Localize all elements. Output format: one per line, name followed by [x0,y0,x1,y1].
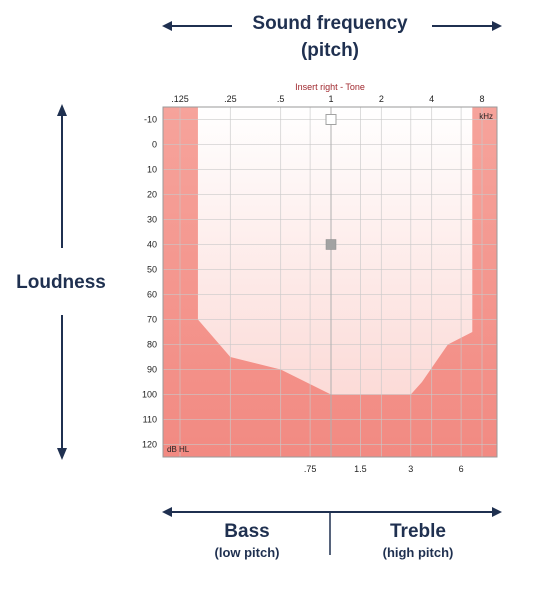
y-tick-label: 120 [142,440,157,450]
x-bottom-tick-label: 6 [459,464,464,474]
x-bottom-tick-label: .75 [304,464,317,474]
x-top-tick-label: 1 [328,94,333,104]
treble-sublabel: (high pitch) [382,545,454,560]
y-tick-label: 60 [147,290,157,300]
y-tick-label: 20 [147,190,157,200]
frequency-title: Sound frequency [252,13,408,34]
threshold-marker-hollow [325,114,337,125]
y-tick-label: 100 [142,390,157,400]
audiogram-chart: Insert right - Tone .125 .25 .5 1 2 4 8 .75 1.5 3… [142,82,498,474]
y-unit-label: dB HL [167,445,190,454]
bass-label: Bass [224,521,270,542]
y-tick-label: 90 [147,365,157,375]
x-bottom-tick-label: 3 [408,464,413,474]
y-tick-label: 110 [143,415,157,425]
frequency-subtitle: (pitch) [300,40,360,61]
chart-title: Insert right - Tone [295,82,365,92]
y-tick-label: 70 [147,315,157,325]
plot-frame [162,106,498,458]
x-top-tick-label: .25 [224,94,237,104]
x-top-tick-label: .5 [277,94,285,104]
y-tick-label: 10 [147,165,157,175]
x-bottom-tick-label: 1.5 [354,464,367,474]
treble-label: Treble [390,521,446,542]
y-tick-label: 50 [147,265,157,275]
loudness-double-arrow [57,104,67,460]
x-top-tick-label: 8 [479,94,484,104]
y-tick-label: 0 [152,140,157,150]
y-tick-label: -10 [144,115,157,125]
y-tick-label: 30 [147,215,157,225]
y-tick-label: 80 [147,340,157,350]
x-top-tick-label: 4 [429,94,434,104]
pitch-double-arrow [162,21,502,31]
x-unit-label: kHz [479,112,493,121]
bass-treble-double-arrow [162,507,502,555]
bass-sublabel: (low pitch) [214,545,280,560]
loudness-label: Loudness [16,272,106,293]
y-tick-label: 40 [147,240,157,250]
x-top-tick-label: 2 [379,94,384,104]
x-top-tick-label: .125 [171,94,189,104]
threshold-marker-filled [325,239,337,250]
